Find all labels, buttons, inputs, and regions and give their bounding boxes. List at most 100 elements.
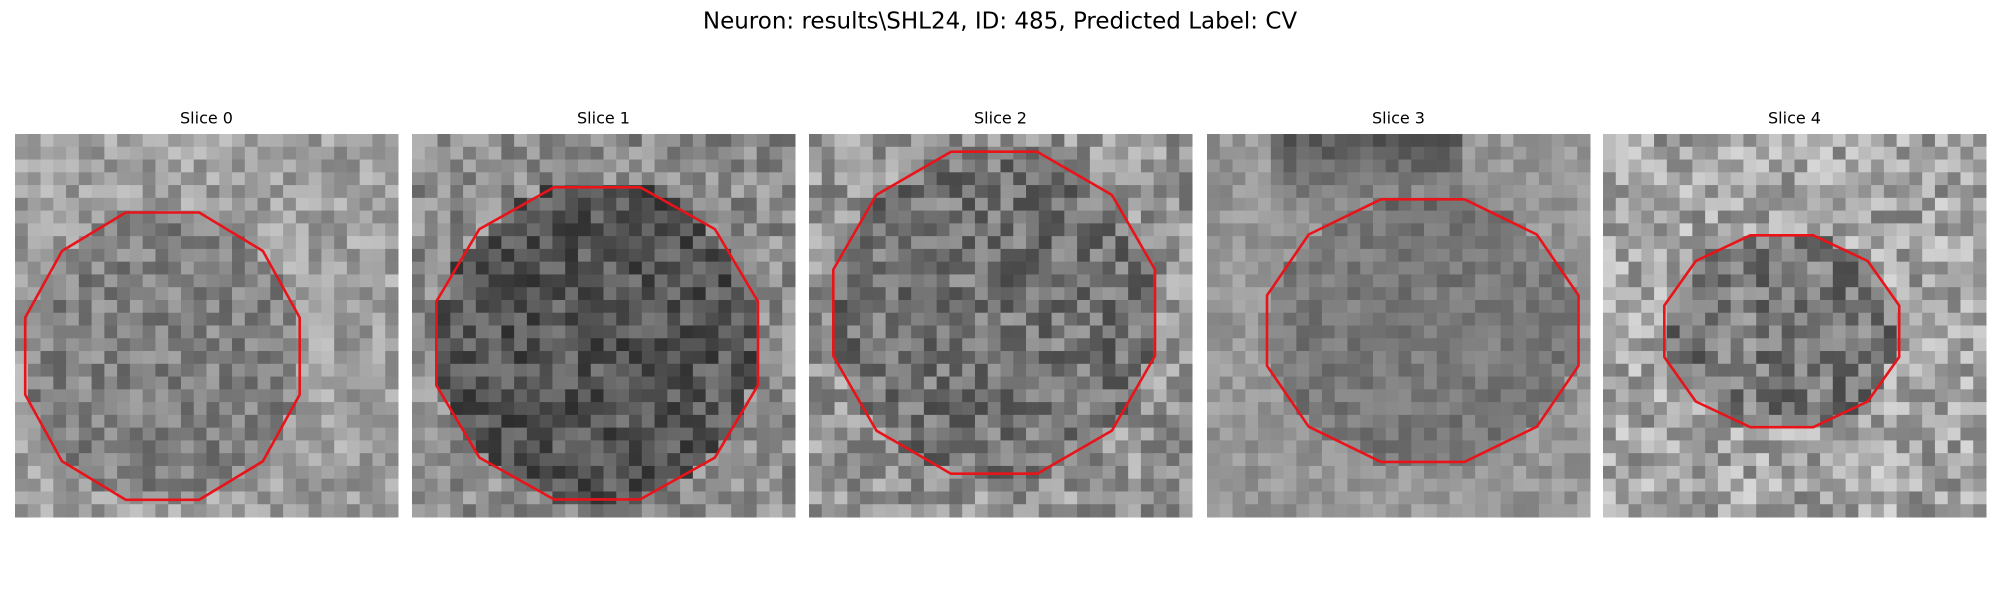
pixel [590,478,604,492]
pixel [885,504,899,518]
pixel [1270,402,1285,416]
pixel [1500,414,1514,429]
pixel [667,325,681,339]
pixel [232,197,246,212]
pixel [526,134,541,148]
pixel [91,363,105,378]
pixel [1756,440,1770,454]
pixel [654,402,668,416]
pixel [1832,172,1847,186]
pixel [206,351,220,365]
pixel [1922,287,1936,301]
pixel [565,363,579,378]
pixel [142,427,156,441]
pixel [1077,453,1091,467]
pixel [372,389,386,403]
pixel [1334,134,1348,148]
pixel [1296,478,1310,492]
pixel [437,159,451,173]
pixel [1140,389,1155,403]
pixel [1832,427,1847,441]
pixel [117,440,131,454]
pixel [1909,287,1923,301]
pixel [27,197,42,212]
pixel [1756,376,1770,390]
pixel [1883,453,1898,467]
pixel [923,299,938,314]
pixel [1296,389,1310,403]
pixel [1219,453,1234,467]
pixel [1820,312,1834,326]
pixel [1666,478,1681,492]
pixel [923,478,938,492]
pixel [1807,223,1821,237]
pixel [692,146,707,161]
pixel [1909,427,1923,441]
pixel [1526,465,1540,480]
pixel [1219,159,1234,173]
pixel [756,299,770,314]
pixel [372,363,386,378]
pixel [372,376,386,390]
pixel [104,504,118,518]
pixel [782,223,796,237]
pixel [1820,274,1834,288]
pixel [346,287,361,301]
pixel [1768,453,1783,467]
pixel [1858,465,1872,480]
pixel [1934,185,1949,199]
pixel [923,376,938,390]
pixel [1115,338,1129,352]
pixel [1360,402,1374,416]
pixel [168,465,182,480]
pixel [1781,363,1795,378]
pixel [1487,389,1502,403]
pixel [450,351,464,365]
pixel [1038,312,1053,326]
pixel [488,504,502,518]
pixel [1883,427,1898,441]
pixel [1692,325,1706,339]
pixel [514,504,528,518]
pixel [821,402,836,416]
pixel [412,248,426,263]
pixel [1858,299,1872,314]
pixel [1615,478,1630,492]
pixel [1398,427,1412,441]
pixel [1960,261,1974,275]
pixel [756,465,770,480]
pixel [1360,465,1374,480]
pixel [1424,134,1438,148]
pixel [1000,440,1014,454]
pixel [129,376,144,390]
pixel [1513,414,1527,429]
pixel [180,185,195,199]
pixel [501,478,515,492]
pixel [756,478,770,492]
pixel [155,351,169,365]
pixel [1334,491,1348,505]
pixel [142,287,156,301]
pixel [1077,146,1091,161]
pixel [1089,261,1104,275]
pixel [834,172,848,186]
pixel [1832,478,1847,492]
pixel [372,159,386,173]
pixel [705,172,719,186]
pixel [412,287,426,301]
pixel [1219,223,1234,237]
pixel [257,134,271,148]
pixel [1973,351,1987,365]
pixel [104,197,118,212]
pixel [1551,197,1565,212]
pixel [1781,146,1795,161]
pixel [308,197,322,212]
pixel [1500,261,1514,275]
pixel [705,491,719,505]
pixel [860,351,874,365]
pixel [15,197,29,212]
pixel [1475,389,1489,403]
pixel [1564,389,1578,403]
pixel [1564,146,1578,161]
pixel [450,159,464,173]
